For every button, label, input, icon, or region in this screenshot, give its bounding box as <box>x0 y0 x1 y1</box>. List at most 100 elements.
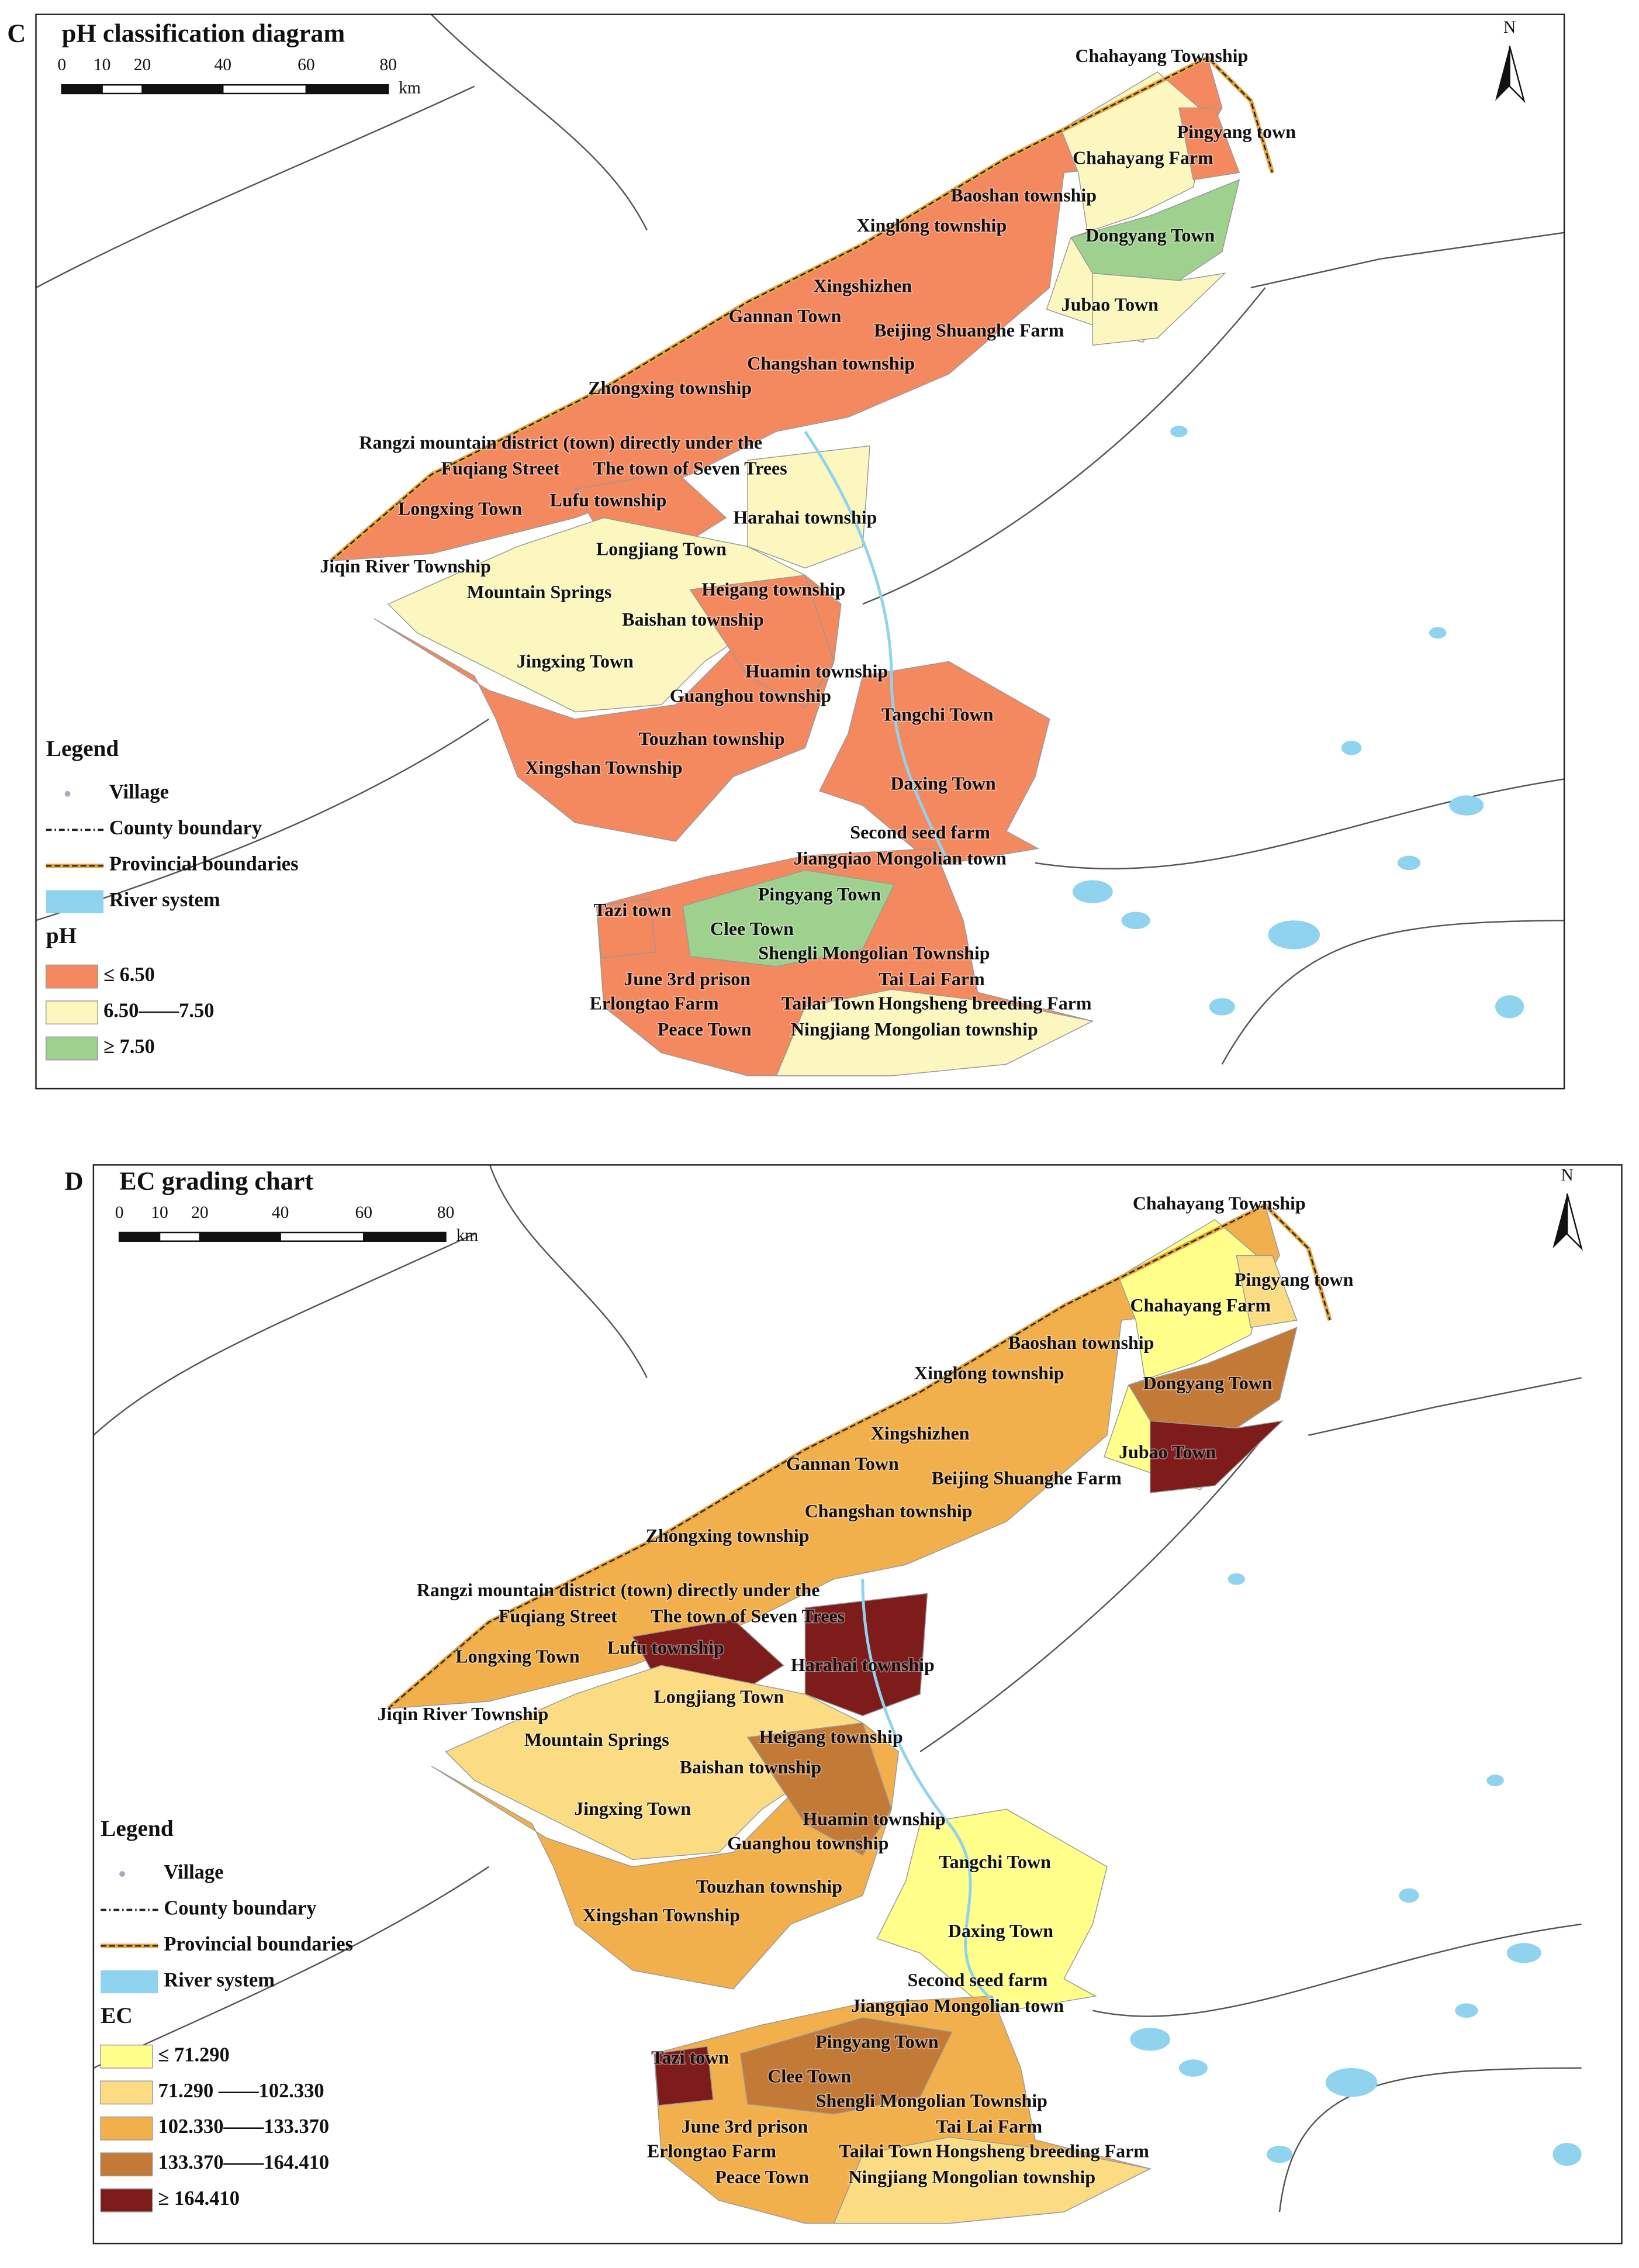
lake <box>1130 2028 1171 2051</box>
county-boundary <box>919 1435 1266 1752</box>
lake <box>1397 855 1421 871</box>
scale-segment <box>305 84 389 95</box>
legend-class-label: 71.290 ——102.330 <box>158 2080 324 2102</box>
place-label: Hongsheng breeding Farm <box>878 993 1092 1014</box>
legend-item: County boundary <box>164 1897 316 1919</box>
place-label: Guanghou township <box>670 685 831 706</box>
place-label: Huamin township <box>745 661 888 682</box>
place-label: Chahayang Township <box>1133 1193 1306 1214</box>
township-region <box>818 661 1050 867</box>
place-label: Rangzi mountain district (town) directly… <box>359 432 762 453</box>
lake <box>1209 998 1235 1016</box>
scale-segment <box>141 84 224 95</box>
township-region <box>833 2136 1152 2224</box>
scale-unit: km <box>399 78 421 97</box>
scale-segment <box>363 1231 447 1242</box>
scale-label: 10 <box>151 1203 168 1222</box>
lake <box>1121 912 1150 929</box>
river <box>804 430 950 864</box>
place-label: Baoshan township <box>1008 1333 1154 1353</box>
legend-swatch <box>100 2152 153 2177</box>
place-label: Lufu township <box>549 490 666 510</box>
place-label: Clee Town <box>710 919 794 939</box>
township-region <box>682 869 895 967</box>
legend-class-label: 6.50——7.50 <box>103 1000 214 1022</box>
legend-swatch <box>100 2116 153 2141</box>
place-label: Heigang township <box>701 579 845 599</box>
place-label: Mountain Springs <box>524 1730 669 1750</box>
place-label: Daxing Town <box>948 1921 1054 1941</box>
scale-segment <box>158 1231 201 1242</box>
place-label: Baishan township <box>680 1757 822 1777</box>
place-label: Jingxing Town <box>574 1798 691 1819</box>
legend-swatch <box>100 2188 153 2212</box>
lake <box>1552 2142 1582 2166</box>
place-label: Tailai Town <box>839 2141 932 2162</box>
county-boundary <box>36 85 475 289</box>
township-region <box>1178 107 1240 181</box>
panel-title: pH classification diagram <box>62 19 345 48</box>
place-label: Longjiang Town <box>653 1686 784 1707</box>
township-region <box>747 445 870 569</box>
scale-label: 40 <box>272 1203 289 1222</box>
legend-item: Village <box>164 1861 223 1883</box>
legend-swatch <box>100 2044 153 2069</box>
place-label: Touzhan township <box>638 729 784 749</box>
place-label: Beijing Shuanghe Farm <box>932 1468 1122 1488</box>
north-arrow <box>1566 1193 1583 1251</box>
place-label: Xinglong township <box>914 1363 1064 1383</box>
legend-village <box>119 1871 125 1877</box>
place-label: Jiqin River Township <box>320 556 491 577</box>
lake <box>1178 2059 1208 2077</box>
legend-swatch <box>45 1036 98 1061</box>
county-boundary <box>1092 1923 1582 2017</box>
place-label: Shengli Mongolian Township <box>816 2090 1047 2111</box>
county-boundary <box>1308 1377 1582 1436</box>
county-boundary <box>1250 232 1565 289</box>
place-label: Chahayang Township <box>1075 46 1248 66</box>
place-label: Xingshizhen <box>813 275 912 296</box>
legend-class-title: pH <box>46 923 77 948</box>
lake <box>1495 995 1524 1019</box>
legend-swatch <box>100 2080 153 2105</box>
place-label: Daxing Town <box>890 773 996 793</box>
place-label: Jiangqiao Mongolian town <box>851 1996 1064 2016</box>
place-label: Heigang township <box>759 1727 903 1747</box>
place-label: Harahai township <box>733 507 877 527</box>
lake <box>1399 1888 1419 1903</box>
north-label: N <box>1561 1166 1573 1185</box>
north-arrow <box>1509 46 1526 103</box>
place-label: Pingyang town <box>1235 1269 1354 1290</box>
county-boundary <box>1035 778 1565 869</box>
legend-swatch <box>45 964 98 989</box>
legend-class-title: EC <box>101 2003 133 2028</box>
place-label: Baishan township <box>622 609 764 630</box>
place-label: Xingshizhen <box>871 1423 970 1444</box>
place-label: Xingshan Township <box>583 1905 740 1925</box>
place-label: Tazi town <box>594 900 672 920</box>
map-frame <box>35 13 1565 1090</box>
legend-class-label: 102.330——133.370 <box>158 2115 330 2138</box>
legend-title: Legend <box>46 736 119 761</box>
scale-label: 40 <box>214 56 231 74</box>
lake <box>1268 920 1320 950</box>
place-label: June 3rd prison <box>682 2117 808 2137</box>
scale-label: 60 <box>298 56 315 74</box>
river <box>861 1579 1008 2012</box>
place-label: The town of Seven Trees <box>593 458 787 479</box>
township-region <box>374 574 842 842</box>
place-label: Clee Town <box>767 2066 851 2087</box>
place-label: Tailai Town <box>782 993 875 1014</box>
provincial-boundary <box>388 1204 1331 1710</box>
place-label: Tangchi Town <box>881 704 994 724</box>
panel-letter: D <box>65 1167 84 1196</box>
township-region <box>739 2017 953 2115</box>
county-boundary <box>93 1866 489 2069</box>
scale-label: 0 <box>115 1203 124 1222</box>
township-region <box>431 1722 900 1990</box>
place-label: Jiqin River Township <box>378 1704 549 1724</box>
place-label: Longxing Town <box>455 1646 580 1666</box>
scale-segment <box>199 1231 281 1242</box>
map-body: Chahayang Township Pingyang town Chahayang… <box>36 14 1565 1089</box>
